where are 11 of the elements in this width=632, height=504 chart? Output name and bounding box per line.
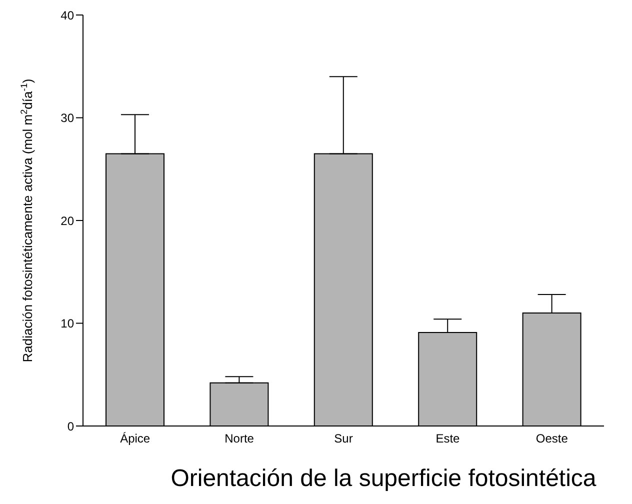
x-tick-label: Norte xyxy=(224,432,254,446)
x-tick-label: Sur xyxy=(334,432,353,446)
y-tick-label: 20 xyxy=(60,214,74,228)
x-tick-label: Oeste xyxy=(536,432,568,446)
x-tick-label: Ápice xyxy=(120,432,150,446)
x-axis-title: Orientación de la superficie fotosintética xyxy=(170,465,597,492)
y-tick-label: 40 xyxy=(60,8,74,22)
x-tick-label: Este xyxy=(436,432,460,446)
y-tick-label: 0 xyxy=(67,419,74,434)
y-tick-label: 10 xyxy=(60,316,74,331)
y-tick-label: 30 xyxy=(60,111,74,126)
